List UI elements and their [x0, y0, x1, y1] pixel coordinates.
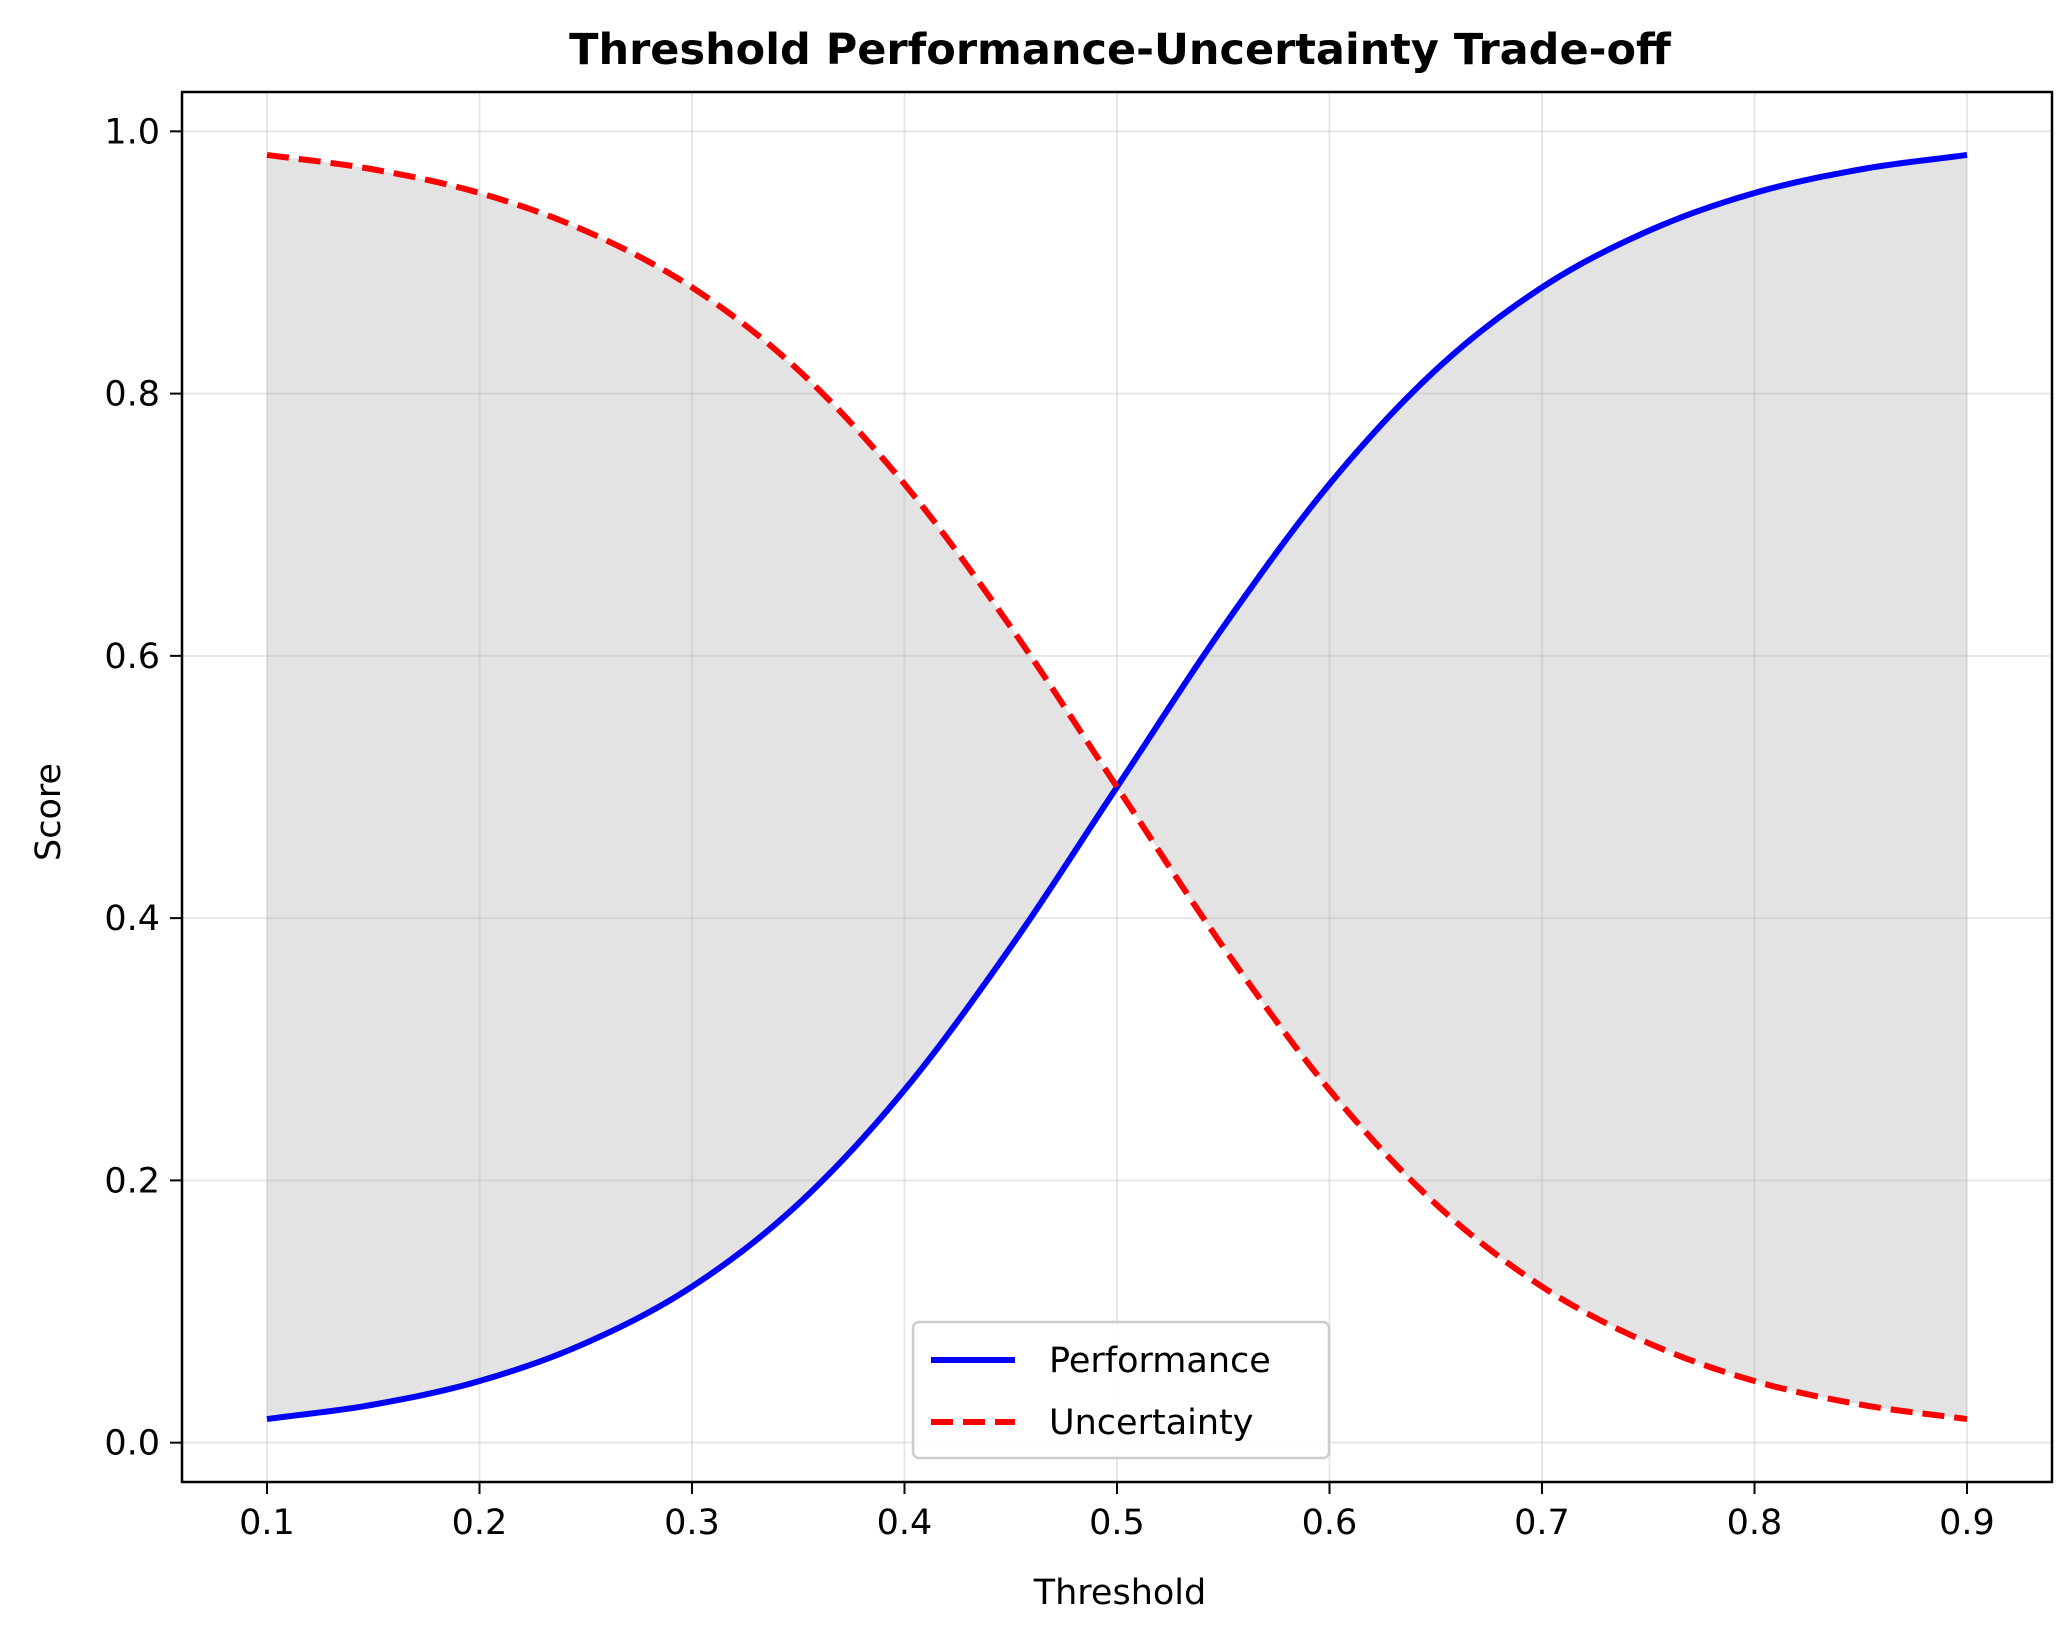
chart-title: Threshold Performance-Uncertainty Trade-… [569, 25, 1672, 75]
y-tick-label-1.0: 1.0 [104, 112, 160, 152]
x-axis-label: Threshold [1033, 1573, 1207, 1613]
legend-label-performance: Performance [1049, 1341, 1271, 1381]
y-tick-label-0.6: 0.6 [104, 637, 160, 677]
series-lines [266, 151, 1968, 1423]
y-tick-label-0.4: 0.4 [104, 899, 160, 939]
fill-between-region [267, 154, 1967, 1420]
x-tick-label-0.5: 0.5 [1089, 1503, 1145, 1543]
x-tick-label-0.8: 0.8 [1727, 1503, 1783, 1543]
legend-box [911, 1320, 1331, 1460]
tick-marks: 0.1 0.2 0.3 0.4 0.5 0.6 0.7 0.8 0.9 0.0 0.2 0.4 0.6 0… [104, 112, 1995, 1543]
y-tick-label-0.2: 0.2 [104, 1161, 160, 1201]
legend-label-uncertainty: Uncertainty [1049, 1403, 1253, 1443]
series-line-uncertainty [266, 151, 1968, 1423]
series-line-performance [266, 151, 1968, 1423]
x-tick-label-0.9: 0.9 [1939, 1503, 1995, 1543]
x-tick-label-0.6: 0.6 [1302, 1503, 1358, 1543]
x-tick-label-0.4: 0.4 [877, 1503, 933, 1543]
legend: Performance Uncertainty [911, 1320, 1331, 1460]
x-tick-label-0.7: 0.7 [1514, 1503, 1570, 1543]
x-tick-label-0.1: 0.1 [239, 1503, 295, 1543]
x-tick-label-0.2: 0.2 [452, 1503, 508, 1543]
grid-lines [182, 92, 2052, 1482]
y-tick-label-0.0: 0.0 [104, 1424, 160, 1464]
x-tick-label-0.3: 0.3 [664, 1503, 720, 1543]
y-axis-label: Score [29, 763, 69, 861]
fill-between-area [267, 154, 1967, 1420]
y-tick-label-0.8: 0.8 [104, 375, 160, 415]
